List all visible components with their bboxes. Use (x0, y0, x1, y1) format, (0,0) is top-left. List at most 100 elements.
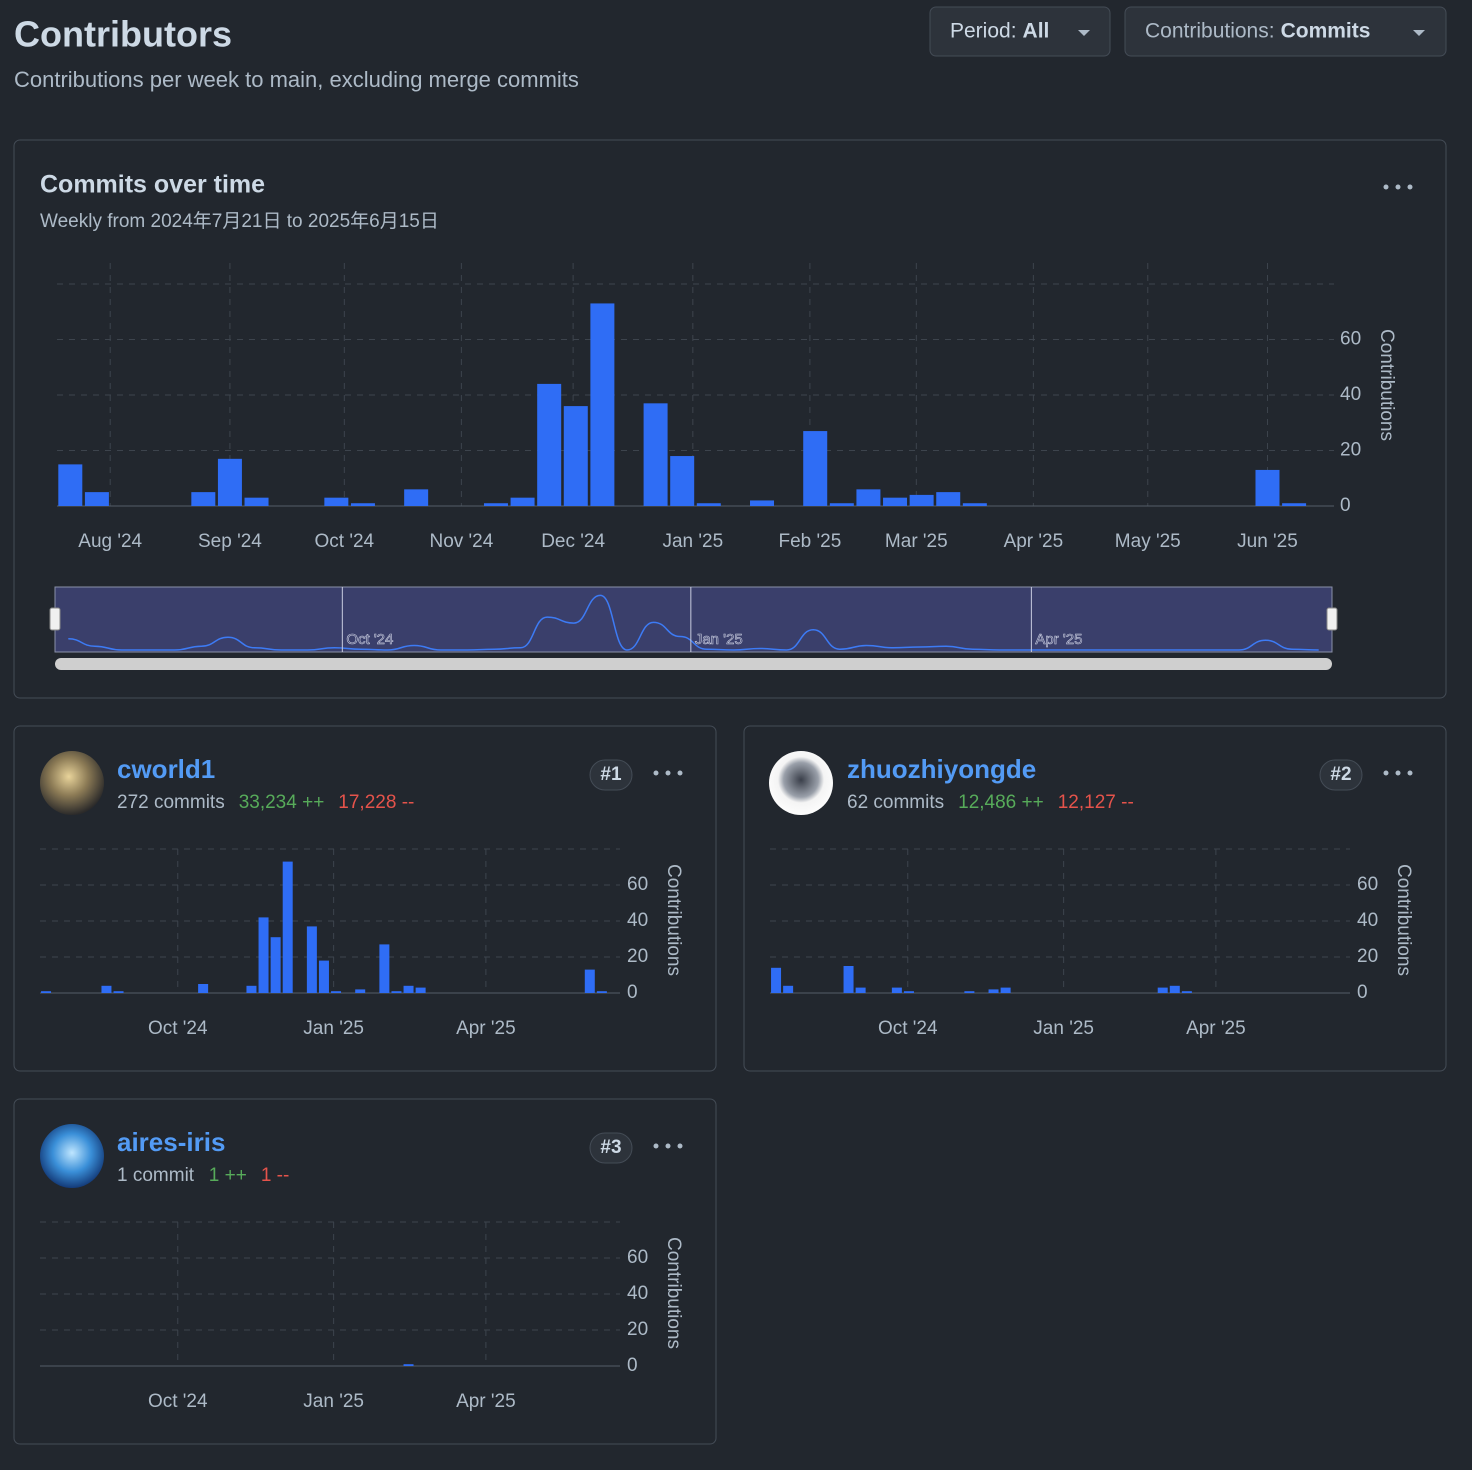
contributions-label: Contributions: (1145, 20, 1275, 43)
x-tick-label: Nov '24 (429, 531, 493, 552)
contributions-button[interactable] (1124, 6, 1447, 57)
bar[interactable] (584, 969, 595, 993)
bar[interactable] (936, 492, 961, 506)
x-tick-label: Apr '25 (1186, 1018, 1246, 1039)
period-label: Period: (950, 20, 1017, 43)
rank: #2 (1330, 764, 1351, 785)
bar[interactable] (244, 497, 269, 506)
bar[interactable] (101, 985, 112, 993)
more-menu-dot[interactable] (1383, 770, 1389, 776)
bar[interactable] (217, 458, 242, 506)
more-menu-dot[interactable] (677, 770, 683, 776)
avatar[interactable] (769, 751, 833, 815)
bar[interactable] (803, 431, 828, 506)
bar[interactable] (246, 985, 257, 993)
avatar[interactable] (40, 1124, 104, 1188)
bar[interactable] (403, 985, 414, 993)
navigator-handle[interactable] (49, 607, 61, 631)
bar[interactable] (856, 489, 881, 506)
bar[interactable] (198, 984, 209, 993)
bar[interactable] (891, 987, 902, 993)
bar[interactable] (855, 987, 866, 993)
bar[interactable] (771, 967, 782, 993)
y-tick-label: 20 (627, 1319, 648, 1340)
bar[interactable] (883, 497, 908, 506)
y-tick-label: 60 (627, 874, 648, 895)
bar[interactable] (537, 383, 562, 506)
bar[interactable] (670, 456, 695, 506)
bar[interactable] (391, 991, 402, 993)
y-tick-label: 60 (1340, 329, 1361, 350)
navigator-handle[interactable] (1326, 607, 1338, 631)
bar[interactable] (596, 991, 607, 993)
bar[interactable] (318, 960, 329, 993)
more-menu[interactable] (1383, 184, 1413, 190)
scrollbar[interactable] (55, 658, 1332, 670)
bar[interactable] (903, 991, 914, 993)
more-menu-dot[interactable] (653, 1143, 659, 1149)
contributor-name[interactable]: cworld1 (117, 754, 215, 784)
more-menu-dot[interactable] (665, 1143, 671, 1149)
bar[interactable] (84, 492, 109, 506)
more-menu-dot[interactable] (653, 770, 659, 776)
contributor-card (13, 1098, 717, 1445)
x-tick-label: Oct '24 (878, 1018, 938, 1039)
bar[interactable] (783, 985, 794, 993)
bar[interactable] (962, 503, 987, 506)
bar[interactable] (306, 926, 317, 993)
bar[interactable] (404, 489, 429, 506)
more-menu-dot[interactable] (1407, 770, 1413, 776)
more-menu-dot[interactable] (1395, 770, 1401, 776)
bar[interactable] (350, 503, 375, 506)
bar[interactable] (41, 991, 52, 993)
bar[interactable] (1000, 987, 1011, 993)
x-tick-label: Jan '25 (303, 1018, 364, 1039)
bar[interactable] (1181, 991, 1192, 993)
y-axis-title: Contributions (1376, 329, 1397, 441)
bar[interactable] (270, 937, 281, 993)
bar[interactable] (282, 861, 293, 993)
bar[interactable] (909, 494, 934, 506)
more-menu-dot[interactable] (677, 1143, 683, 1149)
bar[interactable] (590, 303, 615, 506)
period-value: All (1023, 20, 1050, 43)
y-tick-label: 40 (1357, 910, 1378, 931)
bar[interactable] (58, 464, 83, 506)
bar[interactable] (750, 500, 775, 506)
bar[interactable] (403, 1364, 414, 1366)
more-menu-dot[interactable] (665, 770, 671, 776)
deletions: 12,127 -- (1058, 792, 1134, 813)
bar[interactable] (258, 917, 269, 993)
bar[interactable] (1157, 987, 1168, 993)
bar[interactable] (1169, 985, 1180, 993)
avatar[interactable] (40, 751, 104, 815)
caret (1078, 30, 1090, 36)
contributor-card (13, 725, 717, 1072)
rank-badge (1319, 759, 1363, 791)
bar[interactable] (988, 989, 999, 993)
bar[interactable] (643, 403, 668, 506)
bar[interactable] (324, 497, 349, 506)
y-tick-label: 0 (1357, 982, 1368, 1003)
bar[interactable] (483, 503, 508, 506)
bar[interactable] (1282, 503, 1307, 506)
bar[interactable] (331, 991, 342, 993)
contributor-name[interactable]: zhuozhiyongde (847, 754, 1036, 784)
bar[interactable] (379, 944, 390, 993)
bar[interactable] (510, 497, 535, 506)
bar[interactable] (964, 991, 975, 993)
navigator-label: Jan '25 (695, 631, 743, 648)
bar[interactable] (415, 987, 426, 993)
bar[interactable] (843, 966, 854, 993)
contributor-name[interactable]: aires-iris (117, 1127, 225, 1157)
bar[interactable] (1255, 469, 1280, 506)
bar[interactable] (355, 989, 366, 993)
y-tick-label: 40 (1340, 384, 1361, 405)
bar[interactable] (191, 492, 216, 506)
bar[interactable] (829, 503, 854, 506)
bar[interactable] (113, 991, 124, 993)
period-button[interactable] (929, 6, 1111, 57)
navigator-label: Apr '25 (1035, 631, 1082, 648)
bar[interactable] (563, 406, 588, 506)
bar[interactable] (696, 503, 721, 506)
